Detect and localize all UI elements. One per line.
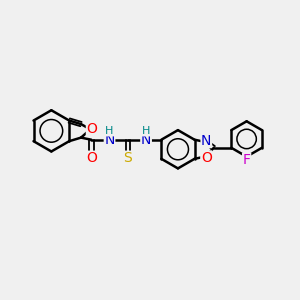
Text: F: F [243,153,250,167]
Text: H: H [105,126,114,136]
Text: N: N [141,133,151,147]
Text: O: O [86,151,97,165]
Text: O: O [86,122,97,136]
Text: N: N [104,133,115,147]
Text: S: S [123,151,132,165]
Text: O: O [201,151,212,165]
Text: H: H [142,126,150,136]
Text: N: N [201,134,211,148]
